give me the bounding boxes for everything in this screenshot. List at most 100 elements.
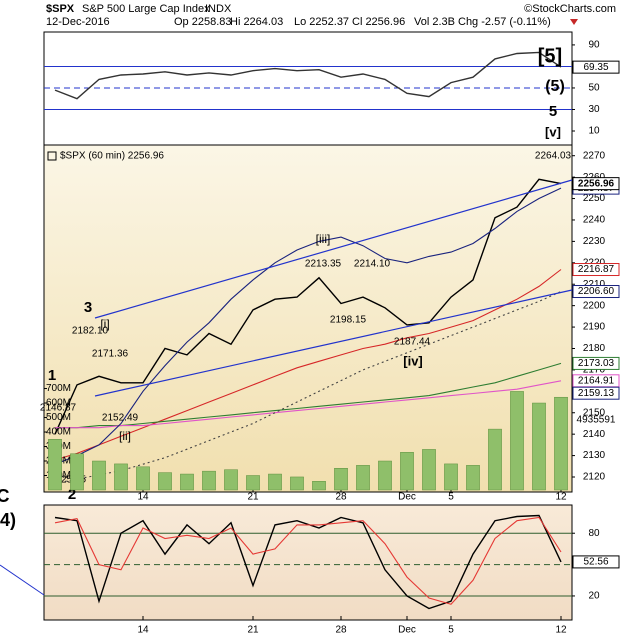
annotation: 4935591 bbox=[577, 415, 616, 426]
y-tick-label: 700M bbox=[46, 383, 71, 394]
value-tag: 2159.13 bbox=[578, 388, 615, 399]
y-tick-label: 90 bbox=[588, 40, 600, 51]
annotation: C bbox=[0, 486, 10, 506]
y-tick-label: 2240 bbox=[583, 215, 606, 226]
y-tick-label: 2210 bbox=[583, 279, 606, 290]
panel-1: 2120213021402150216021702180219022002210… bbox=[0, 45, 620, 530]
header-stat: Chg -2.57 (-0.11%) bbox=[458, 16, 551, 28]
volume-bar bbox=[268, 473, 282, 491]
volume-bar bbox=[136, 466, 150, 491]
y-tick-label: 2130 bbox=[583, 450, 606, 461]
annotation: 4) bbox=[0, 510, 16, 530]
annotation: 2187.44 bbox=[394, 337, 431, 348]
watermark: ©StockCharts.com bbox=[524, 3, 616, 15]
y-tick-label: 80 bbox=[588, 528, 600, 539]
annotation: 2125.35 bbox=[50, 475, 87, 486]
annotation: 2146.87 bbox=[40, 403, 77, 414]
y-tick-label: 2120 bbox=[583, 472, 606, 483]
series-line bbox=[54, 514, 562, 610]
y-tick-label: 2270 bbox=[583, 150, 606, 161]
series-line bbox=[54, 516, 562, 605]
y-tick-label: 2170 bbox=[583, 365, 606, 376]
annotation: [iii] bbox=[316, 232, 331, 246]
y-tick-label: 2200 bbox=[583, 300, 606, 311]
volume-bar bbox=[444, 463, 458, 491]
x-tick-label: 28 bbox=[335, 625, 347, 636]
symbol: $SPX bbox=[46, 3, 75, 15]
y-tick-label: 2150 bbox=[583, 407, 606, 418]
volume-bar bbox=[466, 465, 480, 491]
x-tick-label: 5 bbox=[448, 625, 454, 636]
change-arrow bbox=[570, 19, 578, 25]
header-stat: Lo 2252.37 bbox=[294, 16, 349, 28]
index-name: S&P 500 Large Cap Index bbox=[82, 3, 210, 15]
panel-2: 100M200M300M400M500M600M700M bbox=[44, 383, 568, 491]
value-tag-box bbox=[572, 60, 620, 74]
value-tag-box bbox=[572, 356, 620, 370]
annotation: 2264.03 bbox=[535, 151, 572, 162]
x-tick-label: 28 bbox=[335, 492, 347, 503]
volume-bar bbox=[312, 481, 326, 491]
header-stat: Hi 2264.03 bbox=[230, 16, 283, 28]
legend-entry: $SPX (60 min) 2256.96 bbox=[60, 151, 164, 162]
annotation: [iv] bbox=[403, 353, 423, 368]
volume-bar bbox=[356, 465, 370, 491]
y-tick-label: 20 bbox=[588, 591, 600, 602]
value-tag-box bbox=[572, 555, 620, 569]
series-line bbox=[54, 187, 562, 465]
series-line bbox=[54, 51, 562, 100]
volume-bar bbox=[202, 470, 216, 491]
x-tick-label: 12 bbox=[555, 625, 567, 636]
x-tick-label: 21 bbox=[247, 492, 259, 503]
trend-line bbox=[0, 564, 45, 596]
value-tag: 52.56 bbox=[583, 557, 608, 568]
volume-bar bbox=[488, 428, 502, 491]
x-tick-label: Dec bbox=[398, 625, 416, 636]
value-tag-box bbox=[572, 386, 620, 400]
y-tick-label: 2140 bbox=[583, 429, 606, 440]
x-tick-label: Dec bbox=[398, 492, 416, 503]
x-tick-label: 12 bbox=[555, 492, 567, 503]
annotation: (5) bbox=[545, 78, 565, 95]
value-tag: 2173.03 bbox=[578, 358, 615, 369]
y-tick-label: 500M bbox=[46, 412, 71, 423]
annotation: 2214.10 bbox=[354, 259, 391, 270]
annotation: 2171.36 bbox=[92, 349, 129, 360]
annotation: 3 bbox=[84, 299, 92, 316]
volume-bar bbox=[224, 469, 238, 491]
annotation: 2182.10 bbox=[72, 326, 109, 337]
value-tag: 2206.60 bbox=[578, 286, 615, 297]
y-tick-label: 10 bbox=[588, 126, 600, 137]
annotation: 2152.49 bbox=[102, 413, 139, 424]
x-tick-label: 21 bbox=[247, 625, 259, 636]
annotation: 2213.35 bbox=[305, 259, 342, 270]
value-tag: 2256.96 bbox=[578, 178, 615, 189]
value-tag: 2216.87 bbox=[578, 264, 615, 275]
plot-layers: 103050709069.352120213021402150216021702… bbox=[0, 40, 620, 636]
channel-lower bbox=[94, 289, 573, 397]
annotation: [ii] bbox=[119, 429, 131, 443]
volume-bar bbox=[92, 460, 106, 491]
panel-3: 20 80 14 21 28 Dec 5 12 52.56 bbox=[44, 514, 620, 636]
volume-bar bbox=[554, 396, 568, 491]
annotation: 5 bbox=[549, 103, 557, 120]
volume-bar bbox=[246, 475, 260, 491]
y-tick-label: 600M bbox=[46, 398, 71, 409]
header-stat: Cl 2256.96 bbox=[352, 16, 405, 28]
date: 12-Dec-2016 bbox=[46, 16, 110, 28]
value-tag-box bbox=[572, 177, 620, 191]
annotation: [i] bbox=[100, 317, 109, 331]
x-tick-label: 14 bbox=[137, 625, 149, 636]
annotation: 2198.15 bbox=[330, 315, 367, 326]
series-line bbox=[54, 290, 562, 484]
y-tick-label: 2190 bbox=[583, 322, 606, 333]
volume-bar bbox=[48, 439, 62, 491]
x-tick-label: 5 bbox=[448, 492, 454, 503]
legend-icon bbox=[47, 151, 57, 161]
y-tick-label: 2180 bbox=[583, 343, 606, 354]
stoch-panel bbox=[43, 504, 573, 621]
volume-bar bbox=[532, 402, 546, 491]
volume-bar bbox=[158, 472, 172, 491]
annotation: 1 bbox=[48, 367, 56, 384]
